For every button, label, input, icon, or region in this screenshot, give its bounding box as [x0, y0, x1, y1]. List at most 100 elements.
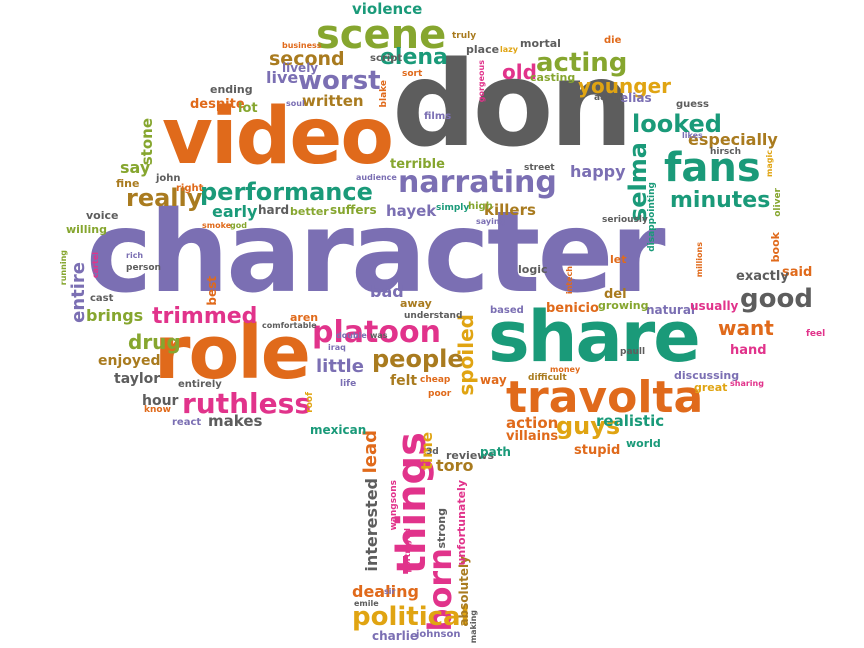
word: guess: [676, 99, 709, 110]
word: toro: [436, 456, 474, 475]
word: blake: [379, 80, 389, 108]
word: said: [782, 265, 813, 280]
word: strong: [435, 508, 448, 549]
word: people: [372, 345, 464, 373]
word: fans: [664, 145, 761, 191]
word: don: [392, 35, 634, 173]
word: logic: [518, 263, 548, 276]
word: comfortable: [262, 321, 317, 330]
word: voice: [86, 209, 119, 222]
word: millions: [695, 242, 704, 278]
word: best: [205, 276, 219, 306]
word: benicio: [546, 301, 599, 316]
word: character: [86, 188, 666, 318]
word: cheap: [420, 375, 451, 385]
word: mexican: [310, 423, 367, 437]
word: aaron: [594, 93, 624, 103]
word: path: [480, 445, 511, 459]
word: dealing: [352, 582, 419, 601]
word: want: [718, 316, 774, 340]
word: based: [490, 305, 524, 316]
word: aren: [290, 311, 319, 324]
word: narrating: [398, 165, 557, 200]
word: villains: [506, 429, 559, 444]
word: scene: [316, 12, 447, 58]
word: high: [468, 201, 493, 212]
word: emile: [354, 599, 379, 608]
word: truly: [452, 31, 477, 41]
word: travolta: [506, 372, 704, 423]
word: seriously: [602, 215, 648, 225]
word: double: [336, 331, 367, 340]
word: performance: [200, 178, 373, 206]
word: stupid: [574, 443, 621, 458]
word: minutes: [670, 188, 771, 213]
word: lazy: [500, 45, 519, 54]
word: drug: [128, 330, 181, 354]
word: old: [502, 60, 537, 84]
word: trimmed: [152, 304, 258, 329]
word: wangsons: [389, 480, 399, 531]
word: smoke: [202, 221, 232, 230]
word: roof: [305, 392, 315, 413]
word: iraq: [328, 343, 346, 352]
word: violence: [352, 0, 423, 18]
word: audience: [356, 173, 397, 182]
word: entirely: [178, 379, 222, 390]
word: ending: [210, 83, 253, 96]
word: happy: [570, 162, 626, 181]
word: magic: [765, 150, 774, 177]
word: films: [424, 111, 452, 122]
word: bad: [370, 282, 404, 301]
word: hayek: [386, 202, 437, 220]
word: god: [230, 221, 247, 230]
word: ruthless: [182, 387, 311, 420]
word: elias: [620, 91, 652, 105]
word: 3d: [426, 447, 439, 457]
word: john: [156, 173, 181, 184]
word: looked: [632, 110, 722, 138]
word: oliver: [773, 188, 783, 217]
word: hour: [142, 393, 179, 409]
word: understand: [404, 311, 463, 321]
word: felt: [390, 373, 418, 389]
word: charlie: [372, 629, 419, 643]
word: likes: [682, 131, 703, 140]
word: willing: [66, 223, 107, 236]
word: discussing: [674, 369, 740, 382]
word: interested: [362, 478, 381, 572]
word: cast: [90, 293, 114, 304]
word: taylor: [114, 371, 161, 387]
word: little: [316, 356, 364, 377]
word: intech: [565, 266, 574, 295]
word: great: [694, 381, 728, 394]
word: place: [466, 43, 500, 56]
word: book: [769, 232, 782, 263]
word: unfortunately: [455, 480, 468, 566]
word: sharing: [730, 379, 764, 388]
word: makes: [208, 412, 263, 430]
word: platoon: [312, 315, 441, 350]
word: especially: [688, 130, 778, 149]
word: second: [269, 48, 345, 70]
word: lot: [238, 101, 258, 116]
word: way: [480, 373, 507, 387]
word: action: [506, 414, 559, 432]
word: written: [302, 92, 364, 110]
word: guys: [556, 412, 621, 440]
word: mortal: [520, 37, 561, 50]
word: away: [400, 297, 432, 310]
word: video: [162, 92, 394, 182]
word: poor: [428, 389, 452, 399]
word: say: [120, 158, 151, 177]
word: paull: [620, 347, 646, 357]
word: simply: [436, 203, 470, 213]
word: was: [370, 331, 388, 340]
word: usually: [690, 299, 739, 313]
word: feel: [806, 329, 826, 339]
word: rich: [126, 251, 144, 260]
word: elena: [380, 45, 448, 70]
word: gorgeous: [477, 60, 486, 103]
word: good: [740, 284, 813, 314]
